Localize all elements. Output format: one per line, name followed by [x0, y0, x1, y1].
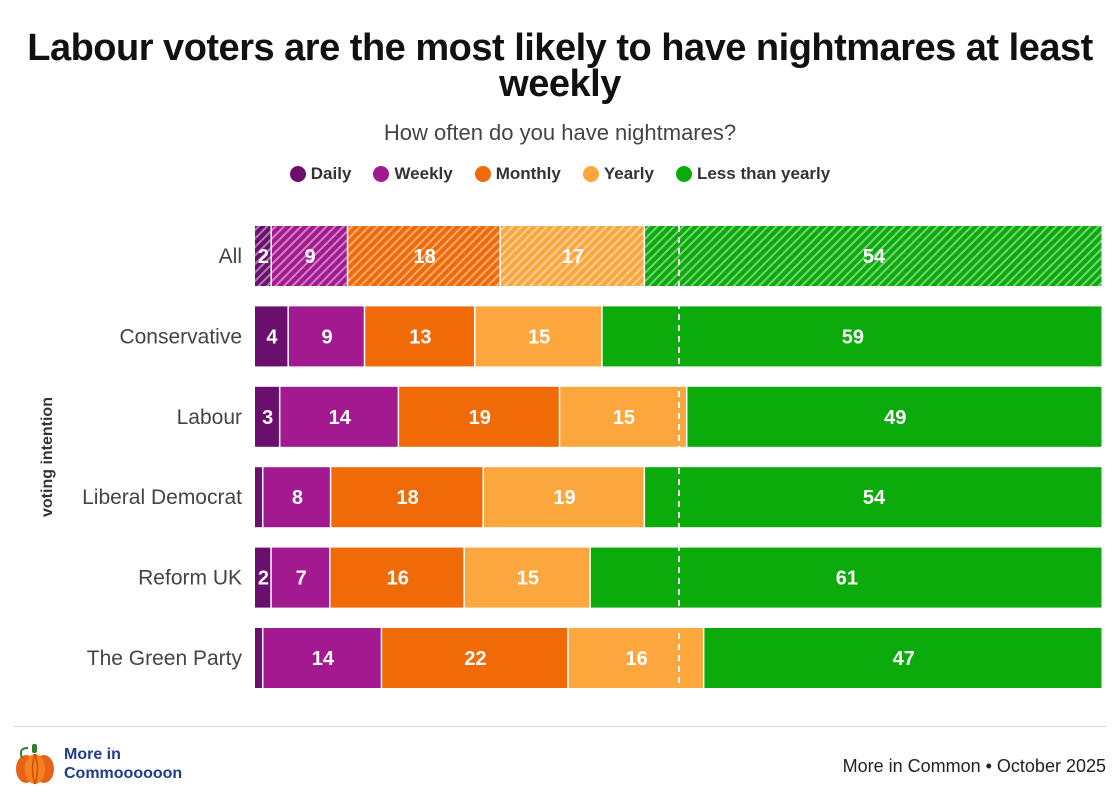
- bar-segment-reform-uk-less-than-yearly: [590, 547, 1102, 608]
- legend-label: Yearly: [603, 164, 654, 183]
- data-label: 2: [258, 568, 269, 590]
- data-label: 15: [613, 407, 635, 429]
- data-label: 14: [312, 648, 335, 670]
- bar-hatch-overlay: [500, 226, 644, 286]
- bar-segment-conservative-daily: [255, 306, 288, 367]
- bar-segment-conservative-yearly: [475, 306, 602, 367]
- bar-segment-conservative-monthly: [365, 306, 474, 367]
- legend-swatch: [289, 166, 306, 182]
- data-label: 54: [863, 246, 886, 268]
- category-label-all: All: [219, 245, 242, 268]
- bar-segment-the-green-party-less-than-yearly: [704, 628, 1102, 688]
- bar-segment-reform-uk-weekly: [271, 547, 330, 608]
- bar-hatch-overlay: [271, 226, 347, 286]
- legend-label: Monthly: [495, 164, 561, 183]
- bar-segment-labour-weekly: [280, 386, 398, 447]
- bar-segment-conservative-weekly: [288, 306, 364, 367]
- category-label-reform-uk: Reform UK: [138, 567, 242, 590]
- category-label-liberal-democrat: Liberal Democrat: [82, 486, 242, 509]
- bar-hatch-overlay: [645, 226, 1102, 286]
- brand-logo: More in Commoooooon: [14, 742, 182, 786]
- footer-divider: [14, 726, 1106, 727]
- data-label: 14: [329, 407, 352, 429]
- bar-segment-labour-less-than-yearly: [687, 386, 1102, 447]
- data-label: 49: [884, 407, 906, 429]
- data-label: 16: [625, 648, 647, 670]
- bar-segment-labour-yearly: [560, 386, 686, 447]
- data-label: 59: [842, 326, 864, 348]
- data-label: 61: [836, 568, 858, 590]
- bar-hatch-overlay: [348, 226, 500, 286]
- data-label: 15: [528, 326, 550, 348]
- category-label-labour: Labour: [177, 406, 242, 429]
- legend-item-daily: Daily: [289, 164, 352, 184]
- data-label: 17: [562, 246, 584, 268]
- legend-item-yearly: Yearly: [582, 164, 654, 184]
- logo-line-1: More in: [64, 746, 121, 763]
- source-credit: More in Common • October 2025: [842, 756, 1106, 776]
- chart-legend: Daily Weekly Monthly Yearly Less than yearly: [0, 164, 1120, 184]
- data-label: 16: [387, 568, 409, 590]
- bar-segment-the-green-party-monthly: [382, 628, 568, 688]
- bar-segment-reform-uk-monthly: [330, 547, 464, 608]
- legend-swatch: [675, 166, 692, 182]
- data-label: 8: [292, 487, 303, 509]
- bar-segment-liberal-democrat-less-than-yearly: [645, 467, 1102, 528]
- data-label: 4: [266, 326, 278, 348]
- bar-segment-conservative-less-than-yearly: [602, 306, 1102, 367]
- legend-label: Less than yearly: [696, 164, 831, 183]
- data-label: 9: [305, 246, 316, 268]
- data-label: 15: [517, 568, 539, 590]
- data-label: 3: [262, 407, 273, 429]
- data-label: 2: [258, 246, 269, 268]
- bar-segment-reform-uk-yearly: [464, 547, 590, 608]
- category-label-conservative: Conservative: [119, 325, 242, 348]
- legend-swatch: [373, 166, 390, 182]
- data-label: 19: [553, 487, 575, 509]
- data-label: 47: [893, 648, 915, 670]
- bar-segment-the-green-party-yearly: [568, 628, 703, 688]
- legend-item-monthly: Monthly: [474, 164, 561, 184]
- bar-segment-the-green-party-daily: [255, 628, 262, 688]
- bar-segment-reform-uk-daily: [255, 547, 271, 608]
- bar-segment-liberal-democrat-weekly: [263, 467, 330, 528]
- pumpkin-icon: [16, 744, 54, 785]
- logo-line-2: Commoooooon: [64, 765, 183, 782]
- bar-segment-labour-monthly: [399, 386, 559, 447]
- legend-item-less-than-yearly: Less than yearly: [675, 164, 831, 184]
- data-label: 19: [469, 407, 491, 429]
- bar-segment-liberal-democrat-yearly: [483, 467, 644, 528]
- data-label: 9: [322, 326, 333, 348]
- data-label: 13: [409, 326, 431, 348]
- data-label: 7: [296, 568, 307, 590]
- data-label: 22: [464, 648, 486, 670]
- legend-label: Weekly: [394, 164, 453, 183]
- chart-title: Labour voters are the most likely to hav…: [27, 27, 1093, 105]
- data-label: 18: [397, 487, 419, 509]
- legend-swatch: [474, 166, 491, 182]
- bar-segment-the-green-party-weekly: [263, 628, 381, 688]
- legend-label: Daily: [310, 164, 352, 183]
- data-label: 18: [413, 246, 435, 268]
- legend-swatch: [582, 166, 599, 182]
- bar-segment-liberal-democrat-daily: [255, 467, 262, 528]
- chart-subtitle: How often do you have nightmares?: [383, 120, 737, 145]
- bar-segment-liberal-democrat-monthly: [331, 467, 483, 528]
- bar-hatch-overlay: [255, 226, 271, 286]
- data-label: 54: [863, 487, 886, 509]
- category-label-the-green-party: The Green Party: [87, 647, 243, 670]
- bar-segment-labour-daily: [255, 386, 279, 447]
- legend-item-weekly: Weekly: [373, 164, 453, 184]
